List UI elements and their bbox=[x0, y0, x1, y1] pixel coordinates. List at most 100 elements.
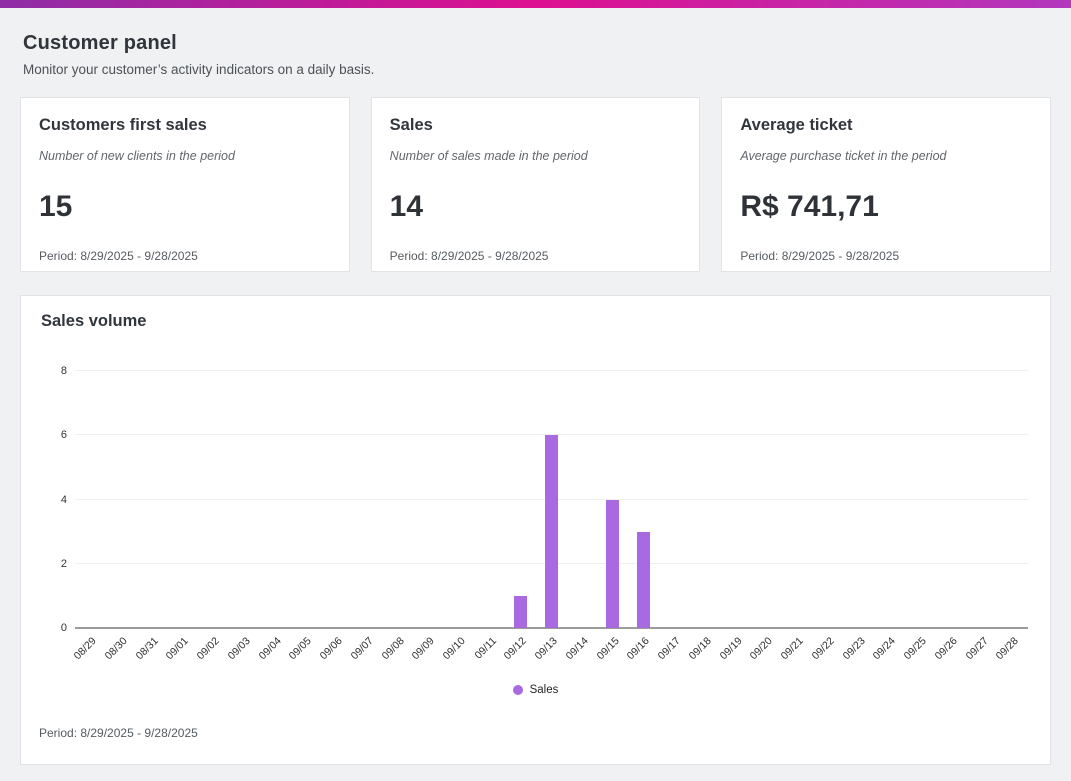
card-title: Average ticket bbox=[740, 116, 853, 134]
x-tick-label: 09/11 bbox=[471, 635, 499, 662]
card-customers-first-sales: Customers first sales Number of new clie… bbox=[20, 97, 350, 272]
gridline bbox=[75, 434, 1028, 436]
x-tick-label: 09/28 bbox=[994, 635, 1022, 663]
x-axis-baseline bbox=[75, 627, 1028, 629]
bar-slot bbox=[290, 371, 321, 628]
bar-slot bbox=[536, 371, 567, 628]
card-value: 14 bbox=[389, 190, 424, 223]
x-tick-label: 09/10 bbox=[440, 635, 468, 663]
bar-slot bbox=[997, 371, 1028, 628]
card-value: R$ 741,71 bbox=[740, 190, 879, 223]
x-tick-label: 09/05 bbox=[286, 635, 315, 663]
stat-cards-row: Customers first sales Number of new clie… bbox=[20, 97, 1052, 272]
x-tick-label: 09/12 bbox=[502, 635, 530, 663]
card-title: Sales bbox=[389, 116, 433, 134]
bar-slot bbox=[167, 371, 198, 628]
x-tick-label: 09/02 bbox=[194, 635, 222, 663]
bar-slot bbox=[75, 371, 106, 628]
page-title: Customer panel bbox=[23, 32, 177, 54]
bar-slot bbox=[444, 371, 475, 628]
y-tick-label: 4 bbox=[60, 493, 67, 506]
card-period: Period: 8/29/2025 - 9/28/2025 bbox=[740, 249, 900, 263]
bar-slot bbox=[598, 371, 629, 628]
bar-slot bbox=[475, 371, 506, 628]
card-period: Period: 8/29/2025 - 9/28/2025 bbox=[39, 249, 198, 263]
bar-slot bbox=[905, 371, 936, 628]
legend-label: Sales bbox=[529, 684, 559, 696]
card-title: Customers first sales bbox=[39, 116, 207, 134]
bar-09/12 bbox=[514, 595, 528, 628]
x-tick-label: 09/19 bbox=[717, 635, 745, 663]
bar-slot bbox=[198, 371, 229, 628]
x-tick-label: 09/04 bbox=[256, 635, 284, 663]
y-tick-label: 8 bbox=[60, 365, 67, 377]
bar-slot bbox=[967, 371, 998, 628]
bar-slot bbox=[106, 371, 137, 628]
bar-slot bbox=[505, 371, 536, 628]
x-tick-label: 09/16 bbox=[625, 635, 653, 663]
legend-dot-icon bbox=[512, 685, 523, 695]
bar-slot bbox=[567, 371, 598, 628]
bar-slot bbox=[659, 371, 690, 628]
x-tick-label: 09/21 bbox=[778, 635, 806, 663]
x-tick-label: 09/27 bbox=[963, 635, 991, 663]
x-tick-label: 09/07 bbox=[348, 635, 376, 663]
bar-slot bbox=[382, 371, 413, 628]
bar-slot bbox=[321, 371, 352, 628]
y-tick-label: 6 bbox=[60, 429, 67, 442]
gridline bbox=[75, 370, 1028, 371]
bar-slot bbox=[844, 371, 875, 628]
card-average-ticket: Average ticket Average purchase ticket i… bbox=[721, 97, 1052, 272]
bar-slot bbox=[352, 371, 383, 628]
bar-09/15 bbox=[606, 499, 620, 628]
x-tick-label: 09/26 bbox=[932, 635, 960, 663]
y-tick-label: 2 bbox=[60, 557, 67, 570]
x-tick-label: 09/06 bbox=[317, 635, 345, 663]
card-sales: Sales Number of sales made in the period… bbox=[370, 97, 701, 272]
page-header: Customer panel Monitor your customer’s a… bbox=[0, 8, 1071, 77]
chart-period: Period: 8/29/2025 - 9/28/2025 bbox=[39, 726, 198, 740]
x-tick-label: 09/17 bbox=[655, 635, 683, 663]
x-tick-label: 09/15 bbox=[594, 635, 622, 663]
bar-slot bbox=[874, 371, 905, 628]
card-description: Average purchase ticket in the period bbox=[740, 149, 947, 163]
top-gradient-bar bbox=[0, 0, 1071, 8]
bar-slot bbox=[936, 371, 967, 628]
bar-slot bbox=[259, 371, 290, 628]
card-description: Number of sales made in the period bbox=[389, 149, 588, 163]
y-tick-label: 0 bbox=[60, 622, 67, 634]
card-period: Period: 8/29/2025 - 9/28/2025 bbox=[389, 249, 549, 263]
x-tick-label: 09/20 bbox=[748, 635, 776, 663]
bar-slot bbox=[751, 371, 782, 628]
chart-legend: Sales bbox=[41, 684, 1030, 696]
x-tick-label: 09/23 bbox=[840, 635, 868, 663]
x-tick-label: 09/09 bbox=[409, 635, 438, 663]
x-tick-label: 09/14 bbox=[563, 635, 591, 663]
bar-09/13 bbox=[544, 435, 558, 628]
bar-slot bbox=[413, 371, 444, 628]
bar-slot bbox=[721, 371, 752, 628]
chart-x-axis: 08/29 08/30 08/31 09/01 09/02 09/03 09/04 09/05… bbox=[71, 628, 1028, 680]
bar-09/16 bbox=[637, 531, 651, 628]
chart-title: Sales volume bbox=[41, 312, 147, 330]
x-tick-label: 09/03 bbox=[225, 635, 253, 663]
x-tick-label: 09/22 bbox=[809, 635, 837, 663]
chart-plot: 0 2 4 6 8 bbox=[61, 365, 1028, 634]
x-tick-label: 09/08 bbox=[379, 635, 407, 663]
bar-slot bbox=[229, 371, 260, 628]
x-tick-label: 09/18 bbox=[686, 635, 714, 663]
x-tick-label: 09/25 bbox=[901, 635, 929, 663]
bar-slot bbox=[813, 371, 844, 628]
bar-slot bbox=[136, 371, 167, 628]
x-tick-label: 09/24 bbox=[871, 635, 899, 663]
x-tick-label: 08/31 bbox=[133, 635, 161, 663]
bar-slot bbox=[782, 371, 813, 628]
x-tick-label: 09/01 bbox=[164, 635, 192, 663]
bar-slot bbox=[628, 371, 659, 628]
bar-slot bbox=[690, 371, 721, 628]
page-subtitle: Monitor your customer’s activity indicat… bbox=[23, 62, 375, 77]
card-description: Number of new clients in the period bbox=[39, 149, 235, 163]
x-tick-label: 08/30 bbox=[102, 635, 130, 663]
x-tick-label: 08/29 bbox=[71, 635, 99, 663]
